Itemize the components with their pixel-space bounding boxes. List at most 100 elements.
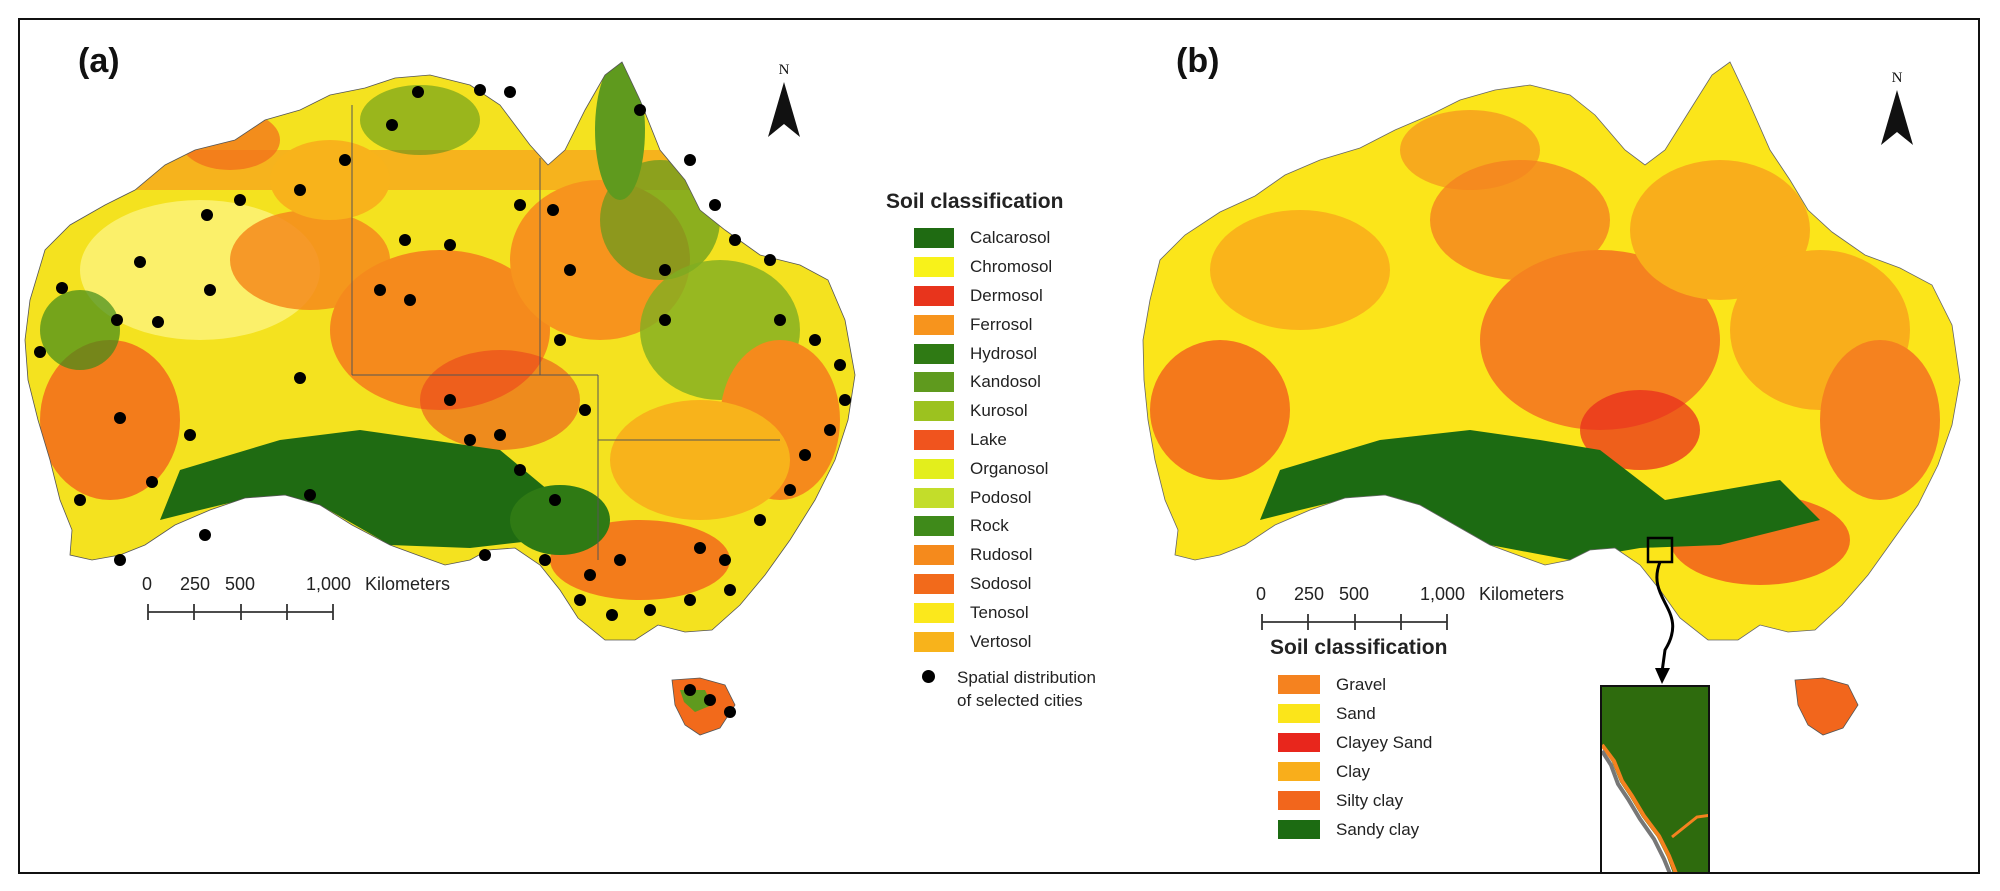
city-dot xyxy=(634,104,646,116)
scale-label: 1,000 xyxy=(1420,584,1466,604)
legend-label: Rock xyxy=(970,516,1009,536)
legend-swatch xyxy=(1278,733,1320,752)
legend-label: Chromosol xyxy=(970,257,1053,277)
city-key-label: Spatial distribution of selected cities xyxy=(957,667,1096,710)
city-dot xyxy=(614,554,626,566)
city-dot xyxy=(56,282,68,294)
figure-frame xyxy=(18,18,1980,874)
city-dot xyxy=(514,199,526,211)
legend-label: Sand xyxy=(1336,703,1376,723)
city-key: Spatial distribution of selected cities xyxy=(914,666,1097,712)
north-arrow-a: N xyxy=(762,62,806,142)
legend-item: Ferrosol xyxy=(914,310,1097,339)
city-dot xyxy=(464,434,476,446)
city-dot xyxy=(554,334,566,346)
legend-title: Soil classification xyxy=(1270,636,1448,659)
legend-item: Hydrosol xyxy=(914,339,1097,368)
inset-detail xyxy=(1600,685,1710,874)
legend-label: Kurosol xyxy=(970,401,1028,421)
city-dot xyxy=(724,584,736,596)
legend-item: Sandy clay xyxy=(1278,815,1447,844)
city-dot xyxy=(824,424,836,436)
city-dot xyxy=(547,204,559,216)
legend-label: Hydrosol xyxy=(970,343,1038,363)
scale-label: 500 xyxy=(225,574,256,594)
scale-labels-b: 0 250 500 1,000 Kilometers xyxy=(1254,584,1594,608)
legend-label: Sandy clay xyxy=(1336,819,1420,839)
city-dot xyxy=(684,154,696,166)
legend-label: Organosol xyxy=(970,458,1049,478)
city-dot xyxy=(684,684,696,696)
city-dot xyxy=(719,554,731,566)
legend-label: Sodosol xyxy=(970,573,1032,593)
city-dot xyxy=(201,209,213,221)
panel-label-b: (b) xyxy=(1176,42,1220,80)
legend-label: Ferrosol xyxy=(970,314,1033,334)
legend-item: Dermosol xyxy=(914,282,1097,311)
legend-swatch xyxy=(1278,820,1320,839)
legend-label: Podosol xyxy=(970,487,1032,507)
legend-swatch xyxy=(914,228,954,249)
city-dot xyxy=(114,554,126,566)
city-dots xyxy=(34,84,851,718)
legend-swatch xyxy=(914,429,954,450)
city-dot xyxy=(74,494,86,506)
legend-item: Organosol xyxy=(914,454,1097,483)
legend-swatch xyxy=(1278,791,1320,810)
city-dot xyxy=(549,494,561,506)
city-dot xyxy=(579,404,591,416)
legend-item: Kandosol xyxy=(914,368,1097,397)
legend-swatch xyxy=(914,401,954,422)
city-dot xyxy=(494,429,506,441)
city-dot xyxy=(479,549,491,561)
scale-labels-a: 0 250 500 1,000 Kilometers xyxy=(140,574,480,598)
city-dot xyxy=(504,86,516,98)
city-dot xyxy=(694,542,706,554)
scale-label: 250 xyxy=(1294,584,1325,604)
legend-swatch xyxy=(914,631,954,652)
scale-unit: Kilometers xyxy=(1479,584,1565,604)
legend-label: Kandosol xyxy=(970,372,1041,392)
legend-item: Kurosol xyxy=(914,397,1097,426)
city-dot xyxy=(294,184,306,196)
city-dot xyxy=(114,412,126,424)
city-dot xyxy=(152,316,164,328)
scale-unit: Kilometers xyxy=(365,574,451,594)
legend-swatch xyxy=(914,314,954,335)
city-dot xyxy=(374,284,386,296)
city-dot xyxy=(584,569,596,581)
legend-item: Gravel xyxy=(1278,670,1447,699)
north-arrow-icon xyxy=(1881,90,1913,145)
city-dot xyxy=(474,84,486,96)
legend-label: Dermosol xyxy=(970,285,1043,305)
city-dot xyxy=(564,264,576,276)
scalebar-a xyxy=(147,604,334,620)
legend-item: Podosol xyxy=(914,483,1097,512)
city-dot xyxy=(444,239,456,251)
legend-label: Calcarosol xyxy=(970,228,1051,248)
city-dot xyxy=(339,154,351,166)
scale-label: 500 xyxy=(1339,584,1370,604)
city-dot xyxy=(809,334,821,346)
city-dot xyxy=(304,489,316,501)
legend-item: Tenosol xyxy=(914,598,1097,627)
city-dot xyxy=(684,594,696,606)
legend-swatch xyxy=(914,257,954,278)
legend-swatch xyxy=(914,573,954,594)
legend-item: Silty clay xyxy=(1278,786,1447,815)
city-dot xyxy=(784,484,796,496)
panel-label-a: (a) xyxy=(78,42,120,80)
city-dot xyxy=(574,594,586,606)
city-dot xyxy=(754,514,766,526)
city-dot xyxy=(729,234,741,246)
legend-label: Clay xyxy=(1336,761,1371,781)
city-dot xyxy=(404,294,416,306)
scalebar-b xyxy=(1261,614,1448,630)
city-dot xyxy=(659,314,671,326)
city-dot xyxy=(709,199,721,211)
city-dot xyxy=(764,254,776,266)
legend-swatch xyxy=(914,487,954,508)
legend-item: Clay xyxy=(1278,757,1447,786)
city-dot xyxy=(184,429,196,441)
